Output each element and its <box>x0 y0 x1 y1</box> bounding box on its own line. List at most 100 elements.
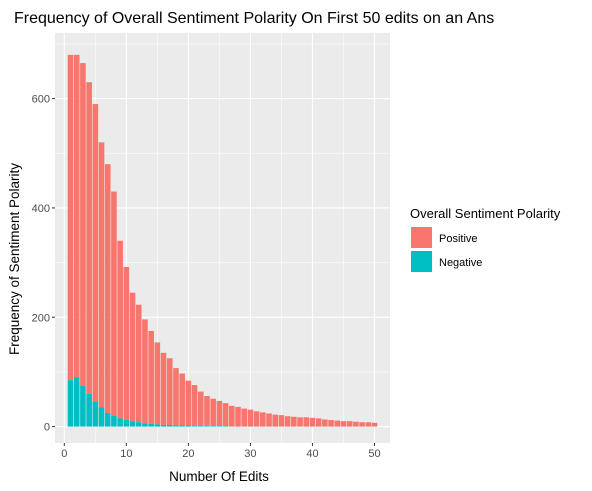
bar-positive <box>73 54 80 378</box>
bar-positive <box>166 358 173 425</box>
bar-positive <box>266 413 272 427</box>
bar-positive <box>346 421 353 427</box>
bar-negative <box>204 426 210 427</box>
bar-positive <box>92 104 99 403</box>
bar-positive <box>371 422 378 427</box>
bar-positive <box>253 411 260 427</box>
bar-positive <box>210 398 216 427</box>
legend-title: Overall Sentiment Polarity <box>410 206 561 221</box>
bar-negative <box>98 407 105 427</box>
bar-positive <box>222 403 229 427</box>
bar-positive <box>272 414 279 427</box>
legend-label-negative: Negative <box>439 257 482 269</box>
x-tick-label: 50 <box>368 448 380 460</box>
bar-negative <box>179 425 185 427</box>
grid-minor <box>55 33 390 443</box>
bar-positive <box>173 368 179 426</box>
chart-title: Frequency of Overall Sentiment Polarity … <box>14 10 494 27</box>
bar-negative <box>123 420 130 427</box>
bar-negative <box>117 418 123 427</box>
bar-negative <box>166 424 173 427</box>
bar-positive <box>322 419 328 427</box>
bar-positive <box>191 385 198 427</box>
bar-negative <box>197 426 204 427</box>
bar-positive <box>260 412 266 427</box>
bar-negative <box>111 415 117 427</box>
bar-negative <box>129 421 136 427</box>
bar-positive <box>297 417 303 427</box>
plot-panel <box>55 33 390 443</box>
bar-positive <box>123 266 130 421</box>
bar-positive <box>334 420 341 427</box>
bar-negative <box>222 426 229 427</box>
bar-positive <box>80 63 86 386</box>
bar-positive <box>185 380 192 426</box>
bar-positive <box>104 164 111 413</box>
bar-positive <box>303 417 310 427</box>
bar-positive <box>148 330 154 424</box>
bar-negative <box>216 426 223 427</box>
bar-negative <box>73 377 80 427</box>
bar-positive <box>247 409 254 427</box>
bar-positive <box>142 319 148 424</box>
x-axis: 0 10 20 30 40 50 <box>61 443 381 460</box>
bar-positive <box>98 142 105 408</box>
bar-positive <box>160 352 167 425</box>
bar-positive <box>328 420 334 427</box>
y-tick-label: 0 <box>44 422 50 434</box>
bar-positive <box>291 416 297 427</box>
x-tick-label: 10 <box>120 448 132 460</box>
bar-negative <box>148 423 154 427</box>
bar-negative <box>80 385 86 427</box>
bar-negative <box>142 423 148 427</box>
bar-negative <box>185 425 192 427</box>
bar-positive <box>235 406 241 427</box>
bar-positive <box>353 421 359 427</box>
bar-negative <box>210 426 216 427</box>
bar-positive <box>216 400 223 427</box>
bar-positive <box>67 54 74 381</box>
bar-positive <box>241 408 248 427</box>
bar-negative <box>67 380 74 427</box>
x-tick-label: 40 <box>306 448 318 460</box>
bar-positive <box>278 415 285 427</box>
bar-positive <box>229 405 235 427</box>
bar-negative <box>135 422 142 427</box>
bar-positive <box>111 191 117 416</box>
y-axis-title: Frequency of Sentiment Polarity <box>7 163 22 355</box>
legend-swatch-negative <box>411 251 432 272</box>
bar-positive <box>117 240 123 419</box>
bar-positive <box>315 418 322 427</box>
bar-positive <box>86 82 92 394</box>
legend-label-positive: Positive <box>439 233 478 245</box>
bar-negative <box>92 402 99 427</box>
bar-positive <box>340 421 347 427</box>
y-tick-label: 600 <box>32 94 50 106</box>
bar-positive <box>204 395 210 427</box>
x-tick-label: 20 <box>182 448 194 460</box>
y-tick-label: 200 <box>32 312 50 324</box>
y-axis: 0 200 400 600 <box>32 94 55 434</box>
bar-negative <box>104 412 111 427</box>
bar-negative <box>160 424 167 427</box>
bar-positive <box>179 373 185 426</box>
x-axis-title: Number Of Edits <box>169 469 269 484</box>
legend-swatch-positive <box>411 227 432 248</box>
x-tick-label: 30 <box>244 448 256 460</box>
bar-negative <box>154 424 161 427</box>
bar-positive <box>197 391 204 427</box>
y-tick-label: 400 <box>32 203 50 215</box>
bar-positive <box>154 342 161 425</box>
bar-negative <box>191 426 198 427</box>
bar-positive <box>365 422 372 427</box>
bar-positive <box>359 422 365 427</box>
bar-negative <box>86 393 92 427</box>
legend: Overall Sentiment Polarity Positive Nega… <box>410 206 561 272</box>
bar-negative <box>173 425 179 427</box>
bar-positive <box>309 417 316 427</box>
bars <box>67 54 378 427</box>
bar-positive <box>129 292 136 422</box>
x-tick-label: 0 <box>61 448 67 460</box>
bar-positive <box>135 304 142 423</box>
